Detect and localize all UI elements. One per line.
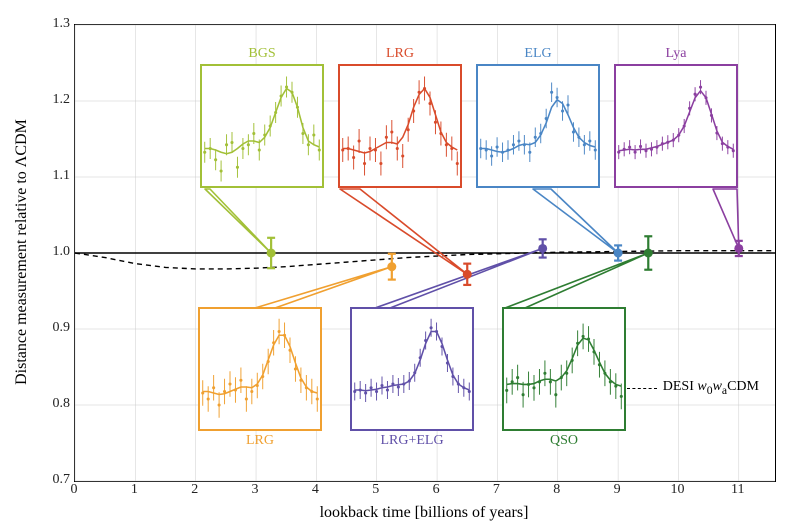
xtick: 2 [180, 482, 210, 498]
xtick: 9 [602, 482, 632, 498]
xtick: 10 [662, 482, 692, 498]
inset-label: QSO [550, 433, 578, 449]
xtick: 5 [361, 482, 391, 498]
xtick: 1 [119, 482, 149, 498]
xtick: 4 [300, 482, 330, 498]
ytick: 1.0 [38, 244, 70, 260]
xtick: 7 [481, 482, 511, 498]
ytick: 0.7 [38, 472, 70, 488]
legend-label: DESI w0waCDM [663, 379, 759, 397]
inset-label: LRG [246, 433, 274, 449]
inset-lrg-elg [350, 307, 474, 431]
xtick: 6 [421, 482, 451, 498]
inset-label: LRG+ELG [380, 433, 443, 449]
inset-elg [476, 64, 600, 188]
ytick: 1.2 [38, 92, 70, 108]
inset-lrg [338, 64, 462, 188]
inset-label: BGS [248, 46, 275, 62]
ytick: 1.1 [38, 168, 70, 184]
x-axis-label: lookback time [billions of years] [74, 504, 774, 522]
xtick: 3 [240, 482, 270, 498]
y-axis-label: Distance measurement relative to ΛCDM [12, 24, 32, 480]
ytick: 1.3 [38, 16, 70, 32]
inset-bgs [200, 64, 324, 188]
legend-desi: DESI w0waCDM [627, 379, 759, 397]
inset-label: Lya [666, 46, 687, 62]
inset-label: LRG [386, 46, 414, 62]
figure-root: DESI w0waCDM 012345678910110.70.80.91.01… [0, 0, 800, 530]
inset-qso [502, 307, 626, 431]
ytick: 0.9 [38, 320, 70, 336]
inset-lya [614, 64, 738, 188]
inset-lrg [198, 307, 322, 431]
ytick: 0.8 [38, 396, 70, 412]
xtick: 11 [723, 482, 753, 498]
inset-label: ELG [524, 46, 551, 62]
xtick: 8 [542, 482, 572, 498]
